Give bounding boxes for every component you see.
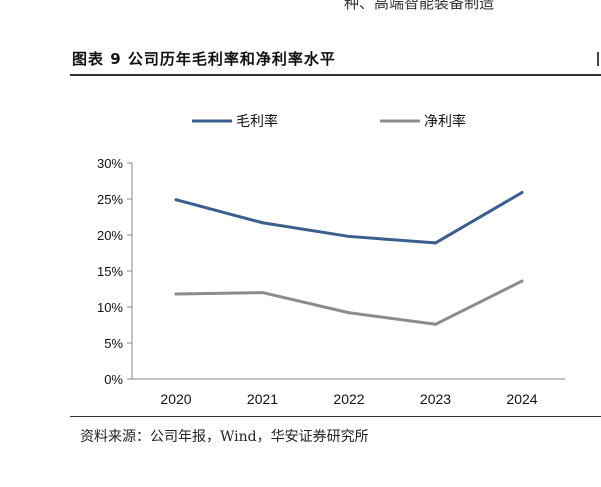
source-note: 资料来源：公司年报，Wind，华安证券研究所 [80,426,369,446]
data-point [347,234,351,238]
x-tick-label: 2020 [160,391,191,407]
title-divider [70,74,601,76]
x-tick-label: 2022 [333,391,364,407]
data-point [434,322,437,326]
data-point [347,311,351,315]
data-point [174,292,178,296]
x-tick-label: 2024 [506,391,537,407]
y-tick-label: 0% [104,372,123,387]
data-point [434,241,437,245]
source-label: 资料来源： [80,429,150,445]
chart-legend: 毛利率 净利率 [192,113,466,130]
legend-label-0: 毛利率 [236,113,278,130]
x-tick-label: 2021 [247,391,278,407]
data-point [520,279,524,283]
legend-label-1: 净利率 [424,113,466,130]
y-tick-label: 15% [97,264,123,279]
data-point [261,221,264,225]
x-axis: 2020 2021 2022 2023 2024 [132,378,565,407]
y-axis: 0% 5% 10% 15% 20% 25% 30% [97,156,133,387]
y-tick-label: 20% [97,228,123,243]
data-point [261,291,264,295]
data-point [520,191,524,195]
data-point [174,198,178,202]
figure-title: 图表 9 公司历年毛利率和净利率水平 [72,50,336,68]
right-edge-marker [597,52,599,66]
x-tick-label: 2023 [420,391,451,407]
figure-bottom-divider [70,416,601,417]
y-tick-label: 30% [97,156,123,171]
series-layer [174,191,524,326]
y-tick-label: 5% [104,336,123,351]
page-header-fragment: 种、高端智能装备制造 [344,0,495,12]
source-text: 公司年报，Wind，华安证券研究所 [150,429,369,445]
y-tick-label: 25% [97,192,123,207]
y-tick-label: 10% [97,300,123,315]
series-line-1 [174,279,524,326]
